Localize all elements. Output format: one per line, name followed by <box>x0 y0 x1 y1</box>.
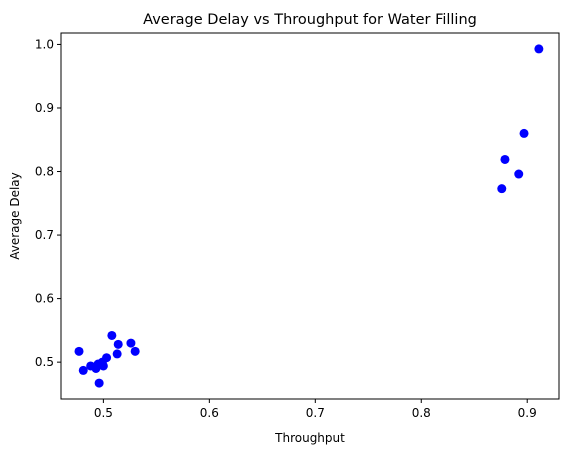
data-point-15 <box>497 184 507 194</box>
data-point-6 <box>94 378 104 388</box>
data-point-8 <box>98 361 108 371</box>
x-tick-label: 0.6 <box>200 406 219 420</box>
data-point-10 <box>107 330 117 340</box>
data-point-1 <box>74 346 84 356</box>
points-layer <box>74 44 544 388</box>
y-tick-label: 0.9 <box>35 101 54 115</box>
data-point-16 <box>500 154 510 164</box>
data-point-12 <box>113 339 123 349</box>
y-tick-label: 0.5 <box>35 355 54 369</box>
y-tick-label: 1.0 <box>35 37 54 51</box>
x-tick-label: 0.5 <box>94 406 113 420</box>
y-tick-label: 0.8 <box>35 165 54 179</box>
x-tick-label: 0.7 <box>306 406 325 420</box>
data-point-19 <box>534 44 544 54</box>
data-point-14 <box>130 346 140 356</box>
data-point-11 <box>112 349 122 359</box>
chart-title: Average Delay vs Throughput for Water Fi… <box>143 12 477 28</box>
x-axis-label: Throughput <box>274 431 345 445</box>
x-tick-label: 0.8 <box>412 406 431 420</box>
data-point-18 <box>519 128 529 138</box>
plot-frame <box>60 32 560 400</box>
ticks-layer: 0.5 0.6 0.7 0.8 0.9 0.5 0.6 0.7 0.8 0.9 1.0 <box>35 37 537 420</box>
y-tick-label: 0.7 <box>35 228 54 242</box>
data-point-13 <box>126 338 136 348</box>
data-point-2 <box>78 365 88 375</box>
data-point-9 <box>102 353 112 363</box>
y-tick-label: 0.6 <box>35 292 54 306</box>
data-point-17 <box>514 169 524 179</box>
x-tick-label: 0.9 <box>518 406 537 420</box>
y-axis-label: Average Delay <box>8 172 22 260</box>
